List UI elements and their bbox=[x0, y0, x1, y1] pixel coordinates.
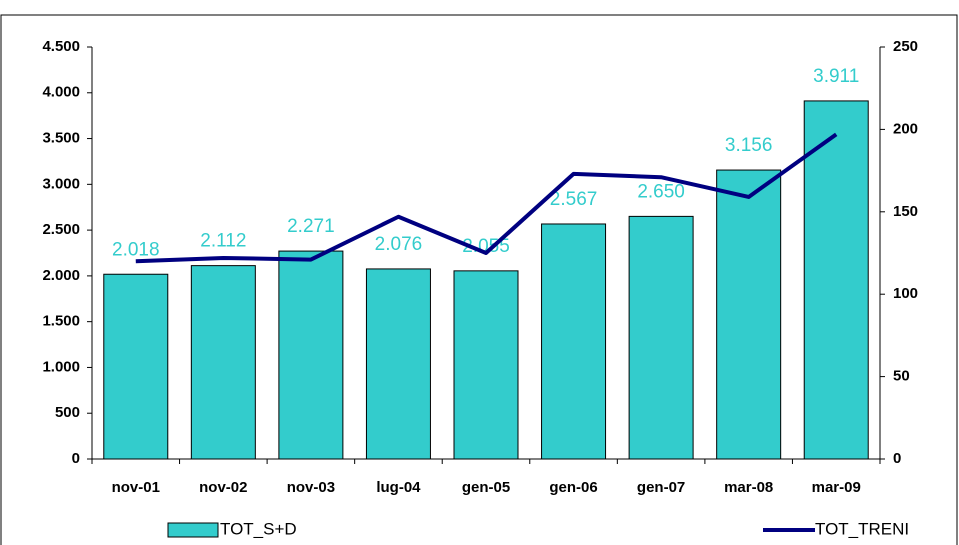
legend-swatch bbox=[167, 522, 219, 538]
y-tick-label: 3.500 bbox=[42, 130, 80, 147]
bar bbox=[453, 270, 519, 460]
legend-label: TOT_TRENI bbox=[815, 519, 909, 538]
y2-tick-label: 200 bbox=[893, 120, 918, 137]
bar bbox=[103, 273, 169, 460]
x-tick-label: mar-08 bbox=[724, 479, 773, 496]
line bbox=[135, 132, 838, 264]
x-tick-label: nov-02 bbox=[199, 479, 247, 496]
y2-tick-label: 50 bbox=[893, 368, 910, 385]
data-label: 2.567 bbox=[550, 189, 598, 210]
y-tick-label: 2.000 bbox=[42, 267, 80, 284]
bar bbox=[803, 100, 869, 460]
y2-tick-label: 100 bbox=[893, 285, 918, 302]
x-tick-label: mar-09 bbox=[812, 479, 861, 496]
data-label: 2.271 bbox=[287, 216, 335, 237]
bar bbox=[365, 268, 431, 460]
bar bbox=[278, 250, 344, 460]
y-tick-label: 1.500 bbox=[42, 313, 80, 330]
y2-tick-label: 150 bbox=[893, 203, 918, 220]
y-tick-label: 4.000 bbox=[42, 84, 80, 101]
x-tick-label: lug-04 bbox=[376, 479, 421, 496]
y-tick-label: 4.500 bbox=[42, 38, 80, 55]
data-label: 2.112 bbox=[200, 231, 246, 252]
x-tick-label: nov-01 bbox=[112, 479, 160, 496]
y-tick-label: 0 bbox=[72, 450, 80, 467]
x-tick-label: gen-07 bbox=[637, 479, 685, 496]
y-tick-label: 500 bbox=[55, 404, 80, 421]
x-tick-label: nov-03 bbox=[287, 479, 335, 496]
bar bbox=[628, 215, 694, 460]
y-tick-label: 1.000 bbox=[42, 358, 80, 375]
data-label: 3.156 bbox=[725, 135, 773, 156]
y-tick-label: 3.000 bbox=[42, 175, 80, 192]
bar bbox=[716, 169, 782, 460]
data-label: 2.076 bbox=[375, 234, 423, 255]
x-tick-label: gen-05 bbox=[462, 479, 510, 496]
bar bbox=[190, 265, 256, 460]
data-label: 2.018 bbox=[112, 239, 160, 260]
y2-tick-label: 250 bbox=[893, 38, 918, 55]
x-tick-label: gen-06 bbox=[549, 479, 597, 496]
legend-label: TOT_S+D bbox=[220, 519, 297, 538]
data-label: 3.911 bbox=[813, 66, 859, 87]
data-label: 2.650 bbox=[637, 181, 685, 202]
bar bbox=[541, 223, 607, 460]
y2-tick-label: 0 bbox=[893, 450, 901, 467]
y-tick-label: 2.500 bbox=[42, 221, 80, 238]
